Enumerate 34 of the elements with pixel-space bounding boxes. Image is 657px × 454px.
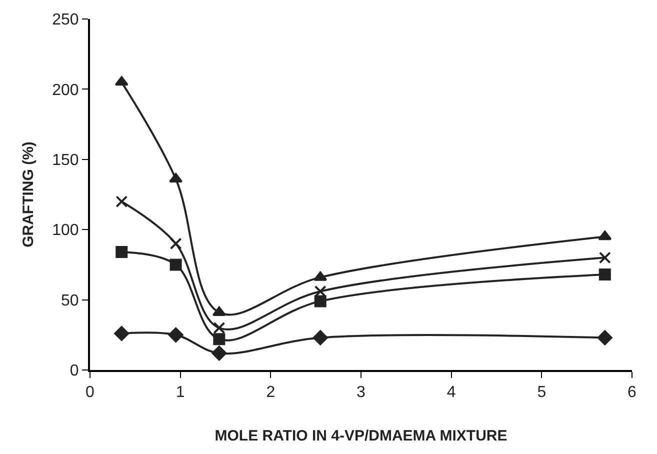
x-axis-title: MOLE RATIO IN 4-VP/DMAEMA MIXTURE: [214, 428, 508, 445]
y-tick-label: 100: [52, 222, 79, 240]
x-tick-label: 6: [628, 384, 637, 402]
point: [314, 295, 326, 308]
point: [213, 322, 226, 334]
point: [116, 246, 128, 258]
point: [312, 330, 328, 346]
point: [598, 230, 612, 240]
x-tick-label: 2: [266, 384, 276, 402]
point: [212, 306, 226, 316]
y-tick-label: 250: [52, 12, 79, 29]
point: [168, 327, 184, 342]
point: [116, 196, 128, 208]
x-tick-label: 0: [86, 384, 95, 402]
point: [114, 76, 128, 86]
y-tick-label: 50: [61, 292, 79, 310]
point: [169, 173, 183, 183]
y-axis-title: GRAFTING (%): [20, 142, 37, 248]
x-tick-label: 4: [446, 384, 456, 402]
x-tick-label: 1: [176, 384, 185, 402]
point: [598, 268, 611, 281]
point: [314, 271, 328, 281]
point: [114, 326, 130, 341]
x-tick-label: 3: [356, 384, 366, 402]
y-tick-label: 200: [52, 82, 79, 99]
y-tick-label: 0: [70, 362, 79, 380]
x-tick-label: 5: [537, 384, 546, 402]
y-tick-label: 150: [52, 152, 79, 169]
point: [170, 258, 182, 271]
point: [213, 333, 226, 346]
point: [598, 252, 611, 264]
point: [170, 238, 182, 250]
point: [597, 330, 612, 346]
point: [212, 346, 227, 361]
